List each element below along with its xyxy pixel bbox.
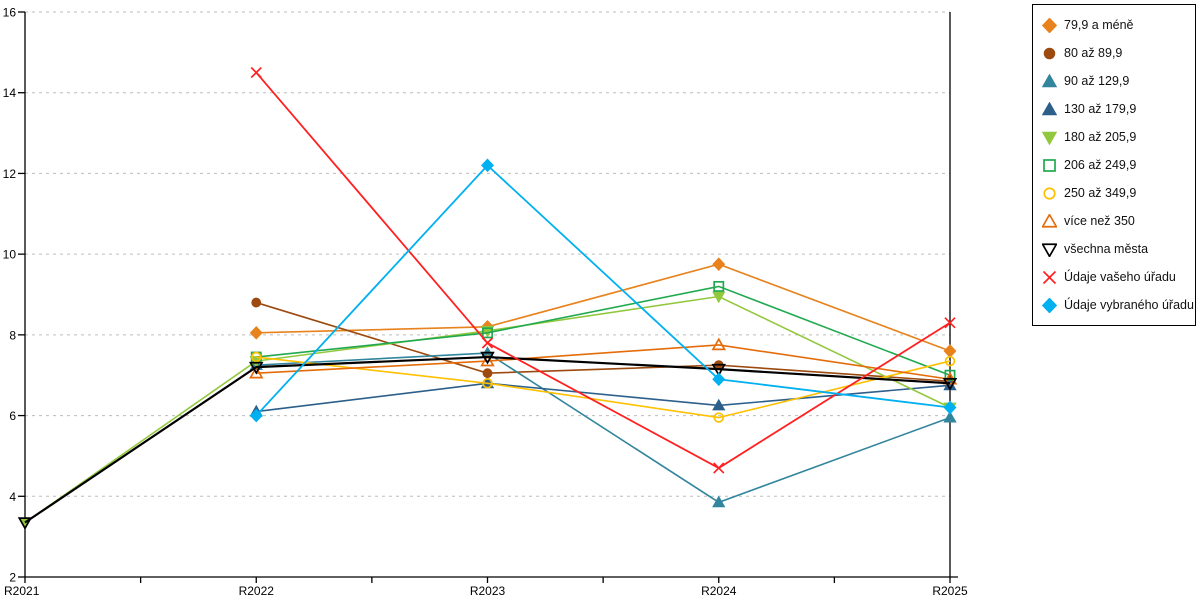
data-point-marker	[713, 462, 725, 474]
series-line	[256, 356, 951, 419]
series-1	[251, 297, 955, 387]
circle-marker-icon	[1043, 186, 1056, 200]
data-point-marker	[942, 378, 958, 391]
series-7	[249, 337, 958, 385]
data-point-marker	[943, 400, 957, 415]
legend-item: 80 až 89,9	[1042, 41, 1191, 65]
series-line	[255, 164, 951, 417]
data-point-marker	[712, 372, 726, 387]
data-point-marker	[249, 361, 264, 375]
triangle-down-marker-icon	[1042, 131, 1057, 145]
x-tick-label: R2021	[4, 584, 40, 598]
data-point-marker	[249, 365, 264, 379]
series-line	[256, 285, 951, 376]
x-tick-label: R2022	[239, 584, 275, 598]
square-marker-icon	[1043, 158, 1056, 172]
data-point-marker	[251, 297, 262, 308]
y-tick-label: 12	[3, 167, 17, 181]
data-point-marker	[943, 344, 957, 358]
legend-item-label: všechna města	[1064, 242, 1149, 256]
data-point-marker	[480, 353, 495, 367]
y-tick-label: 16	[3, 6, 17, 20]
legend-item: 90 až 129,9	[1042, 69, 1191, 93]
series-6	[250, 351, 956, 423]
series-line	[256, 352, 951, 504]
data-point-marker	[944, 369, 956, 381]
data-point-marker	[943, 410, 957, 423]
data-point-marker	[944, 317, 956, 329]
legend-item-label: 90 až 129,9	[1064, 74, 1130, 88]
data-point-marker	[712, 398, 726, 411]
y-tick-label: 10	[3, 248, 17, 262]
y-tick-label: 2	[9, 571, 16, 585]
series-9	[250, 66, 956, 474]
triangle-up-marker-icon	[1042, 213, 1057, 228]
series-line	[256, 263, 951, 352]
chart-legend: 79,9 a méně 80 až 89,9 90 až 129,9 130 až 1…	[1032, 4, 1196, 326]
legend-item: 130 až 179,9	[1042, 97, 1191, 121]
series-line	[256, 344, 951, 381]
data-point-marker	[250, 66, 262, 79]
series-8	[17, 351, 958, 531]
triangle-up-marker-icon	[1042, 101, 1057, 115]
data-point-marker	[481, 158, 494, 173]
legend-item-label: Údaje vybraného úřadu	[1064, 298, 1194, 312]
legend-item: více než 350	[1042, 209, 1191, 233]
legend-item-label: 79,9 a méně	[1064, 18, 1134, 32]
y-tick-label: 4	[9, 490, 16, 504]
triangle-up-marker-icon	[1042, 73, 1057, 87]
legend-item-label: 80 až 89,9	[1064, 46, 1123, 60]
data-point-marker	[944, 355, 956, 367]
x-tick-label: R2025	[932, 584, 968, 598]
diamond-marker-icon	[1042, 17, 1057, 33]
legend-item: všechna města	[1042, 237, 1191, 261]
y-tick-label: 8	[9, 328, 16, 342]
data-point-marker	[17, 517, 33, 531]
series-line	[24, 355, 951, 524]
legend-item: 79,9 a méně	[1042, 13, 1191, 37]
triangle-down-marker-icon	[1042, 242, 1057, 257]
series-2	[249, 346, 957, 508]
data-point-marker	[482, 368, 493, 379]
data-point-marker	[711, 363, 726, 377]
legend-item-label: více než 350	[1064, 214, 1135, 228]
data-point-marker	[712, 495, 726, 508]
data-point-marker	[249, 326, 263, 340]
data-point-marker	[482, 378, 493, 389]
legend-item-label: 250 až 349,9	[1064, 186, 1137, 200]
data-point-marker	[482, 327, 493, 339]
legend-item: Údaje vašeho úřadu	[1042, 265, 1191, 289]
x-tick-label: R2024	[701, 584, 737, 598]
legend-item: 180 až 205,9	[1042, 125, 1191, 149]
data-point-marker	[713, 412, 725, 423]
y-tick-label: 6	[9, 409, 16, 423]
legend-item-label: 180 až 205,9	[1064, 130, 1137, 144]
legend-item: 206 až 249,9	[1042, 153, 1191, 177]
series-10	[249, 158, 957, 423]
x-tick-label: R2023	[470, 584, 506, 598]
legend-item-label: 130 až 179,9	[1064, 102, 1137, 116]
legend-item-label: 206 až 249,9	[1064, 158, 1137, 172]
data-point-marker	[249, 408, 263, 423]
x-marker-icon	[1042, 270, 1057, 284]
data-point-marker	[481, 337, 494, 349]
y-tick-label: 14	[3, 86, 17, 100]
series-line	[256, 301, 951, 383]
data-point-marker	[250, 351, 262, 363]
data-point-marker	[480, 351, 495, 365]
data-point-marker	[713, 280, 725, 292]
legend-item-label: Údaje vašeho úřadu	[1064, 270, 1176, 284]
diamond-marker-icon	[1042, 297, 1057, 313]
data-point-marker	[712, 257, 726, 272]
legend-item: Údaje vybraného úřadu	[1042, 293, 1194, 317]
legend-item: 250 až 349,9	[1042, 181, 1191, 205]
series-3	[249, 376, 957, 417]
series-line	[255, 71, 951, 470]
circle-marker-icon	[1043, 47, 1056, 59]
data-point-marker	[712, 291, 726, 304]
data-point-marker	[711, 337, 726, 351]
